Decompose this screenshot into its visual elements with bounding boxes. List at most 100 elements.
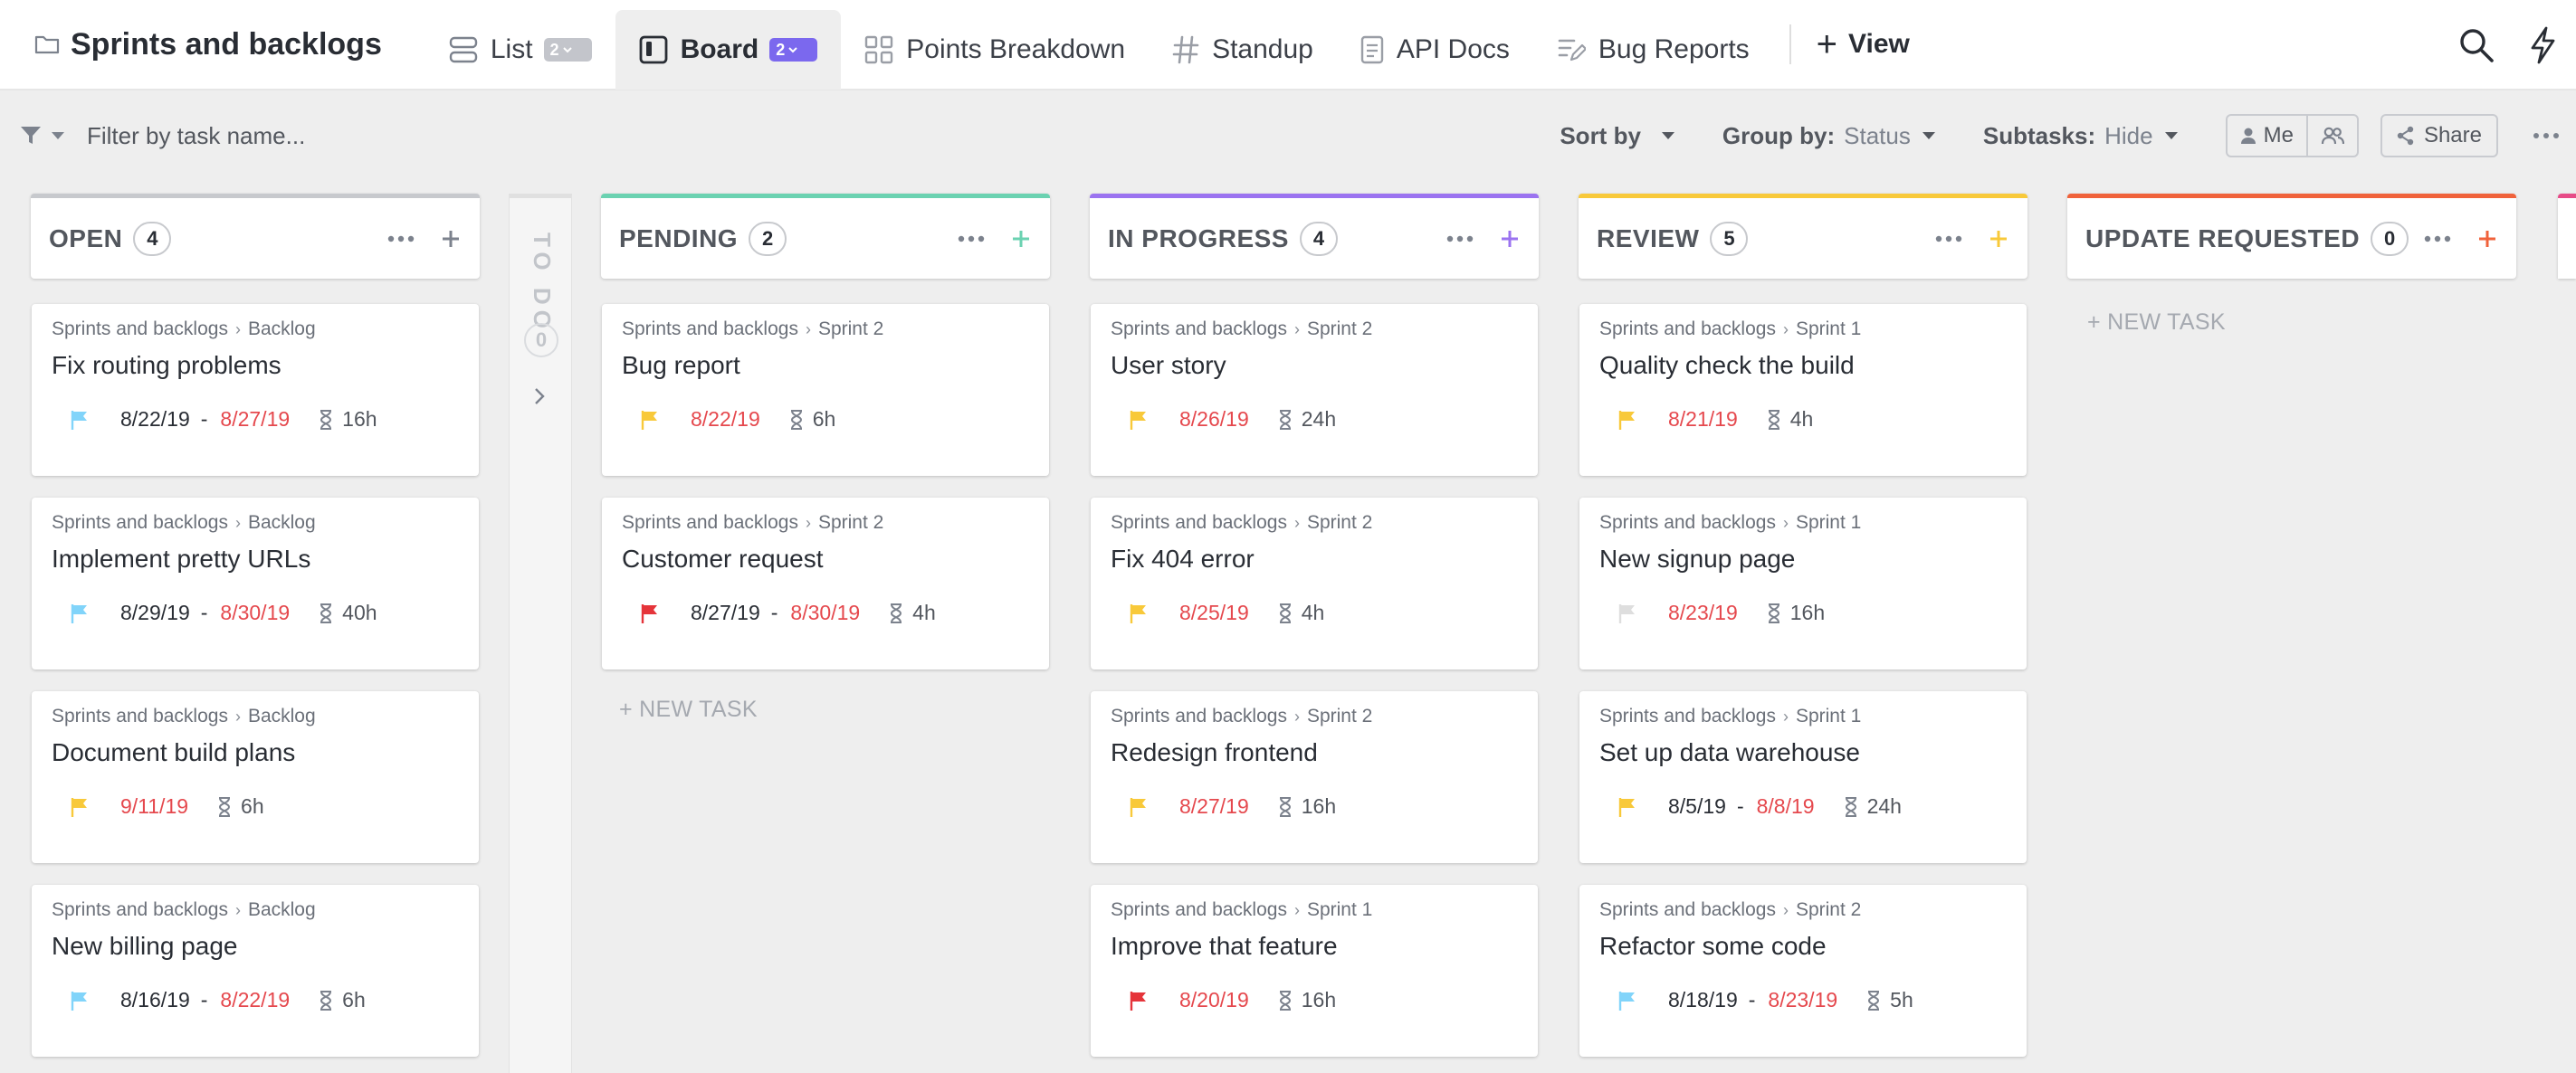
task-card[interactable]: Sprints and backlogs › Sprint 2 Fix 404 err… — [1091, 498, 1538, 669]
time-estimate[interactable]: 16h — [1278, 988, 1336, 1012]
task-card[interactable]: Sprints and backlogs › Backlog New billing … — [32, 885, 479, 1057]
task-card[interactable]: Sprints and backlogs › Backlog Fix routing … — [32, 304, 479, 476]
task-card[interactable]: Sprints and backlogs › Sprint 1 Quality che… — [1579, 304, 2027, 476]
task-due-date[interactable]: 8/22/19 — [220, 988, 291, 1011]
add-task-plus-icon[interactable] — [1989, 230, 2008, 248]
task-breadcrumb[interactable]: Sprints and backlogs › Backlog — [52, 318, 316, 340]
priority-flag-icon[interactable] — [640, 603, 660, 624]
priority-flag-icon[interactable] — [1617, 603, 1637, 624]
time-estimate[interactable]: 6h — [789, 407, 835, 432]
priority-flag-icon[interactable] — [70, 409, 90, 431]
task-due-date[interactable]: 8/27/19 — [1179, 794, 1249, 818]
task-card[interactable]: Sprints and backlogs › Sprint 1 Improve tha… — [1091, 885, 1538, 1057]
add-task-plus-icon[interactable] — [2478, 230, 2496, 248]
time-estimate[interactable]: 16h — [1767, 601, 1825, 625]
task-breadcrumb[interactable]: Sprints and backlogs › Sprint 2 — [1111, 706, 1372, 727]
task-card[interactable]: Sprints and backlogs › Sprint 1 Set up data… — [1579, 691, 2027, 863]
add-task-plus-icon[interactable] — [1012, 230, 1030, 248]
column-more-icon[interactable] — [387, 235, 415, 242]
filter-icon[interactable] — [20, 125, 42, 147]
priority-flag-icon[interactable] — [70, 990, 90, 1011]
new-task-button[interactable]: + NEW TASK — [619, 697, 758, 722]
task-breadcrumb[interactable]: Sprints and backlogs › Backlog — [52, 706, 316, 727]
task-due-date[interactable]: 8/21/19 — [1668, 407, 1738, 431]
task-breadcrumb[interactable]: Sprints and backlogs › Sprint 1 — [1111, 899, 1372, 921]
me-filter-button[interactable]: Me — [2228, 116, 2306, 156]
search-icon[interactable] — [2458, 27, 2495, 63]
tab-bug-reports[interactable]: Bug Reports — [1533, 10, 1773, 90]
task-card[interactable]: Sprints and backlogs › Sprint 2 Redesign fr… — [1091, 691, 1538, 863]
priority-flag-icon[interactable] — [1617, 796, 1637, 818]
task-due-date[interactable]: 9/11/19 — [120, 794, 189, 818]
task-breadcrumb[interactable]: Sprints and backlogs › Sprint 2 — [1599, 899, 1861, 921]
new-task-button[interactable]: + NEW TASK — [2087, 309, 2226, 335]
task-card[interactable]: Sprints and backlogs › Sprint 2 Customer re… — [602, 498, 1049, 669]
tab-board[interactable]: Board 2 — [615, 10, 842, 90]
priority-flag-icon[interactable] — [1617, 409, 1637, 431]
filter-task-input[interactable] — [87, 121, 539, 150]
task-card[interactable]: Sprints and backlogs › Backlog Implement pr… — [32, 498, 479, 669]
task-breadcrumb[interactable]: Sprints and backlogs › Sprint 2 — [1111, 512, 1372, 534]
task-card[interactable]: Sprints and backlogs › Backlog Document bui… — [32, 691, 479, 863]
priority-flag-icon[interactable] — [1129, 409, 1149, 431]
task-due-date[interactable]: 8/30/19 — [790, 601, 861, 624]
time-estimate[interactable]: 4h — [1767, 407, 1813, 432]
task-breadcrumb[interactable]: Sprints and backlogs › Sprint 1 — [1599, 318, 1861, 340]
priority-flag-icon[interactable] — [70, 796, 90, 818]
tab-standup[interactable]: Standup — [1149, 10, 1337, 90]
time-estimate[interactable]: 6h — [217, 794, 264, 819]
time-estimate[interactable]: 40h — [319, 601, 377, 625]
task-breadcrumb[interactable]: Sprints and backlogs › Sprint 2 — [622, 318, 883, 340]
task-breadcrumb[interactable]: Sprints and backlogs › Sprint 1 — [1599, 512, 1861, 534]
add-task-plus-icon[interactable] — [1501, 230, 1519, 248]
assignees-filter-button[interactable] — [2305, 116, 2357, 156]
task-due-date[interactable]: 8/27/19 — [220, 407, 291, 431]
task-start-date[interactable]: 8/22/19 — [120, 407, 190, 431]
view-count-badge[interactable]: 2 — [769, 38, 818, 62]
task-due-date[interactable]: 8/26/19 — [1179, 407, 1249, 431]
task-card[interactable]: Sprints and backlogs › Sprint 2 Bug report 8… — [602, 304, 1049, 476]
task-card[interactable]: Sprints and backlogs › Sprint 2 User story 8… — [1091, 304, 1538, 476]
column-more-icon[interactable] — [1935, 235, 1962, 242]
priority-flag-icon[interactable] — [1617, 990, 1637, 1011]
task-breadcrumb[interactable]: Sprints and backlogs › Sprint 2 — [1111, 318, 1372, 340]
project-breadcrumb[interactable]: Sprints and backlogs — [34, 0, 382, 90]
chevron-right-icon[interactable] — [533, 386, 546, 406]
task-due-date[interactable]: 8/30/19 — [220, 601, 291, 624]
task-breadcrumb[interactable]: Sprints and backlogs › Backlog — [52, 512, 316, 534]
task-due-date[interactable]: 8/25/19 — [1179, 601, 1249, 624]
column-more-icon[interactable] — [958, 235, 985, 242]
priority-flag-icon[interactable] — [1129, 603, 1149, 624]
priority-flag-icon[interactable] — [1129, 990, 1149, 1011]
time-estimate[interactable]: 4h — [1278, 601, 1324, 625]
time-estimate[interactable]: 5h — [1866, 988, 1913, 1012]
priority-flag-icon[interactable] — [70, 603, 90, 624]
task-start-date[interactable]: 8/29/19 — [120, 601, 190, 624]
add-task-plus-icon[interactable] — [442, 230, 460, 248]
time-estimate[interactable]: 24h — [1844, 794, 1902, 819]
column-more-icon[interactable] — [1446, 235, 1474, 242]
group-by-dropdown[interactable]: Group by: Status — [1722, 122, 1936, 150]
task-start-date[interactable]: 8/16/19 — [120, 988, 190, 1011]
task-start-date[interactable]: 8/27/19 — [691, 601, 760, 624]
task-due-date[interactable]: 8/23/19 — [1768, 988, 1838, 1011]
priority-flag-icon[interactable] — [640, 409, 660, 431]
task-due-date[interactable]: 8/22/19 — [691, 407, 760, 431]
more-options-icon[interactable] — [2533, 132, 2560, 139]
time-estimate[interactable]: 6h — [319, 988, 366, 1012]
task-breadcrumb[interactable]: Sprints and backlogs › Sprint 2 — [622, 512, 883, 534]
share-button[interactable]: Share — [2380, 114, 2498, 157]
task-due-date[interactable]: 8/20/19 — [1179, 988, 1249, 1011]
collapsed-column-todo[interactable]: TO DO 0 — [509, 194, 572, 1073]
subtasks-dropdown[interactable]: Subtasks: Hide — [1983, 122, 2179, 150]
task-start-date[interactable]: 8/5/19 — [1668, 794, 1726, 818]
task-start-date[interactable]: 8/18/19 — [1668, 988, 1738, 1011]
add-view-button[interactable]: + View — [1804, 26, 1922, 62]
task-card[interactable]: Sprints and backlogs › Sprint 2 Refactor so… — [1579, 885, 2027, 1057]
task-due-date[interactable]: 8/23/19 — [1668, 601, 1738, 624]
time-estimate[interactable]: 16h — [319, 407, 377, 432]
priority-flag-icon[interactable] — [1129, 796, 1149, 818]
lightning-bolt-icon[interactable] — [2529, 26, 2556, 64]
next-column-edge[interactable] — [2558, 194, 2576, 279]
task-breadcrumb[interactable]: Sprints and backlogs › Backlog — [52, 899, 316, 921]
